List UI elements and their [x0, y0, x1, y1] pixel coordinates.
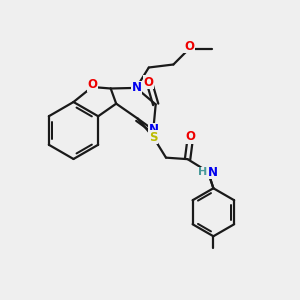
Text: N: N — [208, 166, 218, 179]
Text: O: O — [184, 40, 194, 53]
Text: N: N — [149, 123, 159, 136]
Text: O: O — [87, 78, 97, 92]
Text: N: N — [132, 81, 142, 94]
Text: S: S — [149, 131, 158, 144]
Text: O: O — [144, 76, 154, 89]
Text: H: H — [198, 167, 207, 177]
Text: O: O — [185, 130, 195, 143]
